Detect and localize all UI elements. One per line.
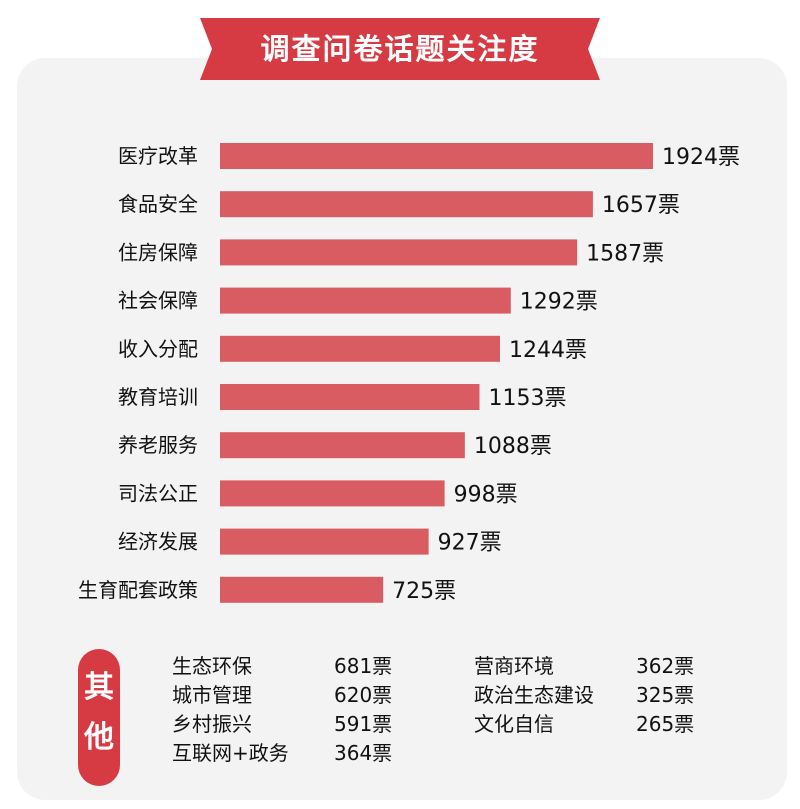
- value-label: 725票: [392, 579, 456, 604]
- others-item-votes: 681票: [334, 654, 393, 678]
- category-label: 经济发展: [118, 530, 198, 554]
- category-label: 食品安全: [118, 192, 198, 216]
- value-label: 1244票: [509, 338, 587, 363]
- bar: [220, 335, 500, 362]
- others-label-2: 他: [84, 720, 114, 755]
- category-label: 司法公正: [118, 481, 198, 505]
- bar: [220, 287, 511, 314]
- others-item-votes: 591票: [334, 712, 393, 736]
- value-label: 927票: [438, 531, 502, 556]
- others-item-name: 互联网+政务: [172, 741, 289, 765]
- value-label: 1587票: [586, 241, 664, 266]
- others-item-name: 政治生态建设: [474, 683, 594, 707]
- value-label: 1924票: [662, 145, 740, 170]
- bar: [220, 432, 465, 459]
- value-label: 998票: [454, 482, 518, 507]
- others-label-1: 其: [84, 670, 114, 705]
- category-label: 养老服务: [118, 433, 198, 457]
- others-item-votes: 620票: [334, 683, 393, 707]
- value-label: 1153票: [488, 386, 566, 411]
- chart-card: [17, 58, 787, 800]
- chart-title: 调查问卷话题关注度: [260, 32, 540, 66]
- value-label: 1088票: [474, 434, 552, 459]
- category-label: 生育配套政策: [78, 578, 198, 602]
- others-badge: [78, 649, 120, 786]
- others-item-name: 生态环保: [172, 654, 252, 678]
- category-label: 住房保障: [118, 240, 198, 264]
- category-label: 社会保障: [118, 289, 198, 313]
- others-item-votes: 325票: [636, 683, 695, 707]
- value-label: 1657票: [602, 193, 680, 218]
- others-item-name: 城市管理: [172, 683, 252, 707]
- others-item-name: 营商环境: [474, 654, 554, 678]
- others-item-votes: 364票: [334, 741, 393, 765]
- category-label: 收入分配: [118, 337, 198, 361]
- bar: [220, 191, 593, 218]
- others-item-name: 乡村振兴: [172, 712, 252, 736]
- bar: [220, 384, 480, 410]
- bar: [220, 480, 445, 507]
- others-item-votes: 362票: [636, 654, 695, 678]
- bar: [220, 239, 578, 266]
- category-label: 教育培训: [118, 385, 198, 409]
- bar: [220, 528, 429, 555]
- others-item-name: 文化自信: [474, 712, 554, 736]
- title-ribbon: [200, 18, 600, 80]
- category-label: 医疗改革: [118, 144, 198, 168]
- others-item-votes: 265票: [636, 712, 695, 736]
- bar: [220, 576, 384, 603]
- value-label: 1292票: [520, 290, 598, 315]
- bar: [220, 143, 653, 169]
